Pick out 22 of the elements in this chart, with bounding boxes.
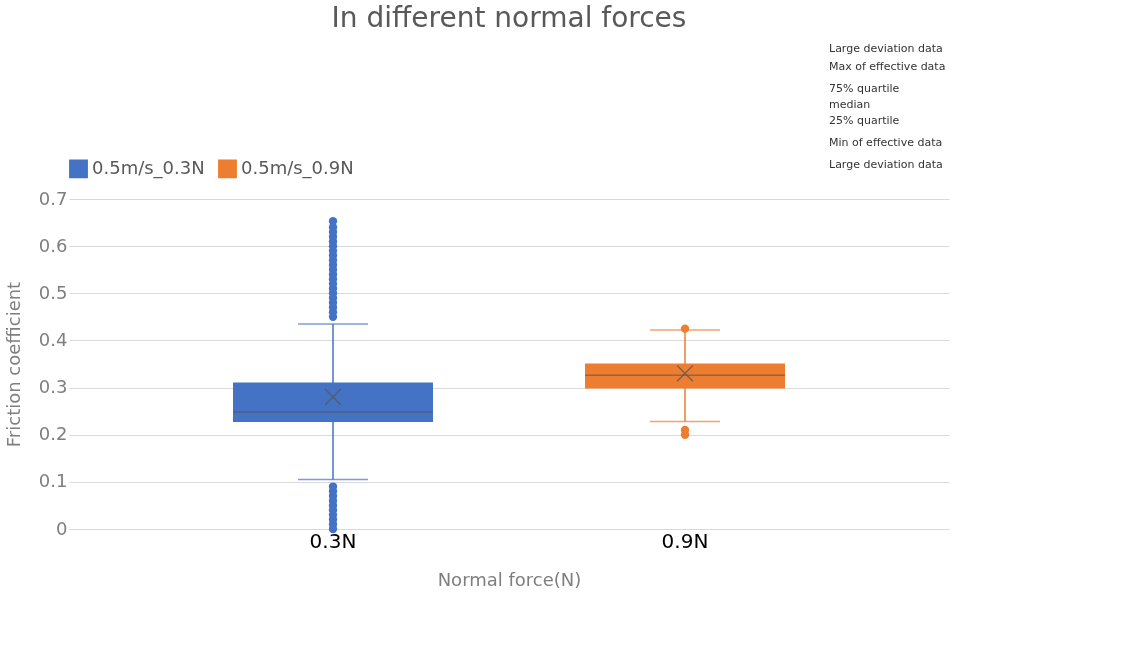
chart-title: In different normal forces: [331, 1, 687, 34]
y-tick-label: 0.6: [38, 234, 68, 256]
text: Large deviation data: [829, 42, 943, 55]
text: median: [829, 98, 871, 111]
x-tick-label: 0.9N: [661, 528, 709, 553]
y-tick-label: 0: [56, 517, 68, 539]
text: Min of effective data: [829, 136, 943, 149]
y-tick-label: 0.7: [38, 187, 68, 209]
legend-label: 0.5m/s_0.9N: [241, 156, 354, 179]
y-axis-title: Friction coefficient: [2, 281, 24, 448]
x-tick-label: 0.3N: [309, 528, 357, 553]
y-tick-label: 0.4: [38, 328, 68, 350]
text: 25% quartile: [829, 114, 900, 127]
x-axis-title: Normal force(N): [437, 568, 582, 590]
y-tick-label: 0.1: [38, 470, 68, 492]
text: 75% quartile: [829, 82, 900, 95]
y-tick-label: 0.3: [38, 376, 68, 398]
text: Large deviation data: [829, 158, 943, 171]
text: Max of effective data: [829, 60, 946, 73]
y-tick-label: 0.5: [38, 281, 68, 303]
y-tick-label: 0.2: [38, 423, 68, 445]
legend-label: 0.5m/s_0.3N: [92, 156, 205, 179]
